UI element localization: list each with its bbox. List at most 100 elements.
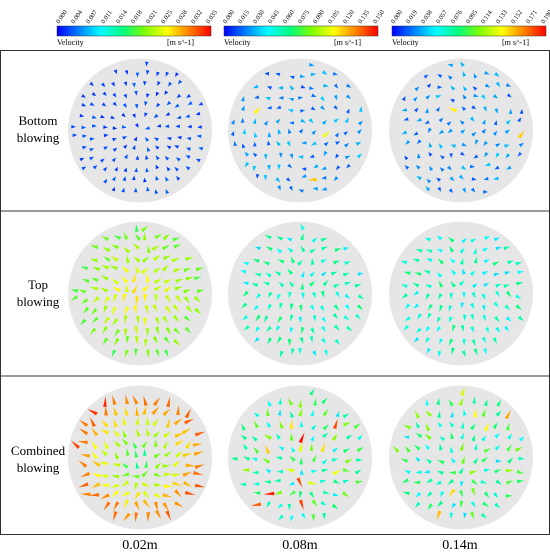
velocity-arrow — [278, 96, 284, 100]
velocity-arrow — [342, 413, 350, 419]
velocity-arrow — [517, 270, 524, 275]
velocity-arrow — [415, 327, 422, 334]
velocity-arrow — [473, 256, 478, 264]
velocity-arrow — [78, 460, 88, 468]
velocity-arrow — [111, 463, 121, 468]
velocity-arrow — [123, 167, 127, 173]
velocity-arrow — [253, 446, 260, 454]
velocity-arrow — [415, 164, 421, 170]
velocity-arrow — [135, 416, 139, 426]
row-label-bottom-line2: blowing — [16, 130, 60, 145]
velocity-arrow — [89, 327, 97, 335]
velocity-arrow — [102, 325, 109, 334]
velocity-arrow — [514, 446, 523, 453]
velocity-arrow — [321, 70, 328, 76]
velocity-arrow — [473, 154, 479, 159]
velocity-arrow — [241, 105, 245, 111]
velocity-arrow — [301, 326, 305, 335]
velocity-arrow — [310, 409, 314, 417]
velocity-arrow — [99, 483, 109, 488]
velocity-arrow — [494, 290, 500, 298]
velocity-arrow — [81, 166, 87, 171]
colorbar-tick-label: 0.045 — [267, 9, 281, 25]
velocity-arrow — [460, 165, 467, 170]
velocity-arrow — [125, 394, 130, 405]
velocity-arrow — [505, 153, 511, 159]
velocity-arrow — [155, 155, 160, 161]
velocity-arrow — [109, 265, 118, 271]
velocity-arrow — [472, 396, 476, 404]
velocity-arrow — [263, 480, 271, 485]
velocity-arrow — [278, 446, 285, 451]
velocity-arrow — [460, 456, 465, 464]
velocity-arrow — [448, 470, 457, 475]
velocity-arrow — [195, 267, 204, 272]
velocity-arrow — [146, 186, 150, 192]
velocity-arrow — [322, 490, 330, 495]
velocity-arrow — [309, 388, 315, 396]
velocity-arrow — [289, 432, 294, 441]
velocity-arrow — [459, 432, 464, 440]
velocity-arrow — [492, 176, 499, 181]
velocity-arrow — [276, 469, 284, 474]
velocity-arrow — [449, 258, 456, 264]
velocity-arrow — [134, 348, 138, 357]
velocity-arrow — [333, 118, 340, 123]
colorbar-tick-label: 0.090 — [312, 9, 326, 25]
velocity-arrow — [113, 440, 121, 448]
velocity-arrow — [91, 460, 101, 468]
domain-disc — [228, 58, 372, 203]
velocity-arrow — [154, 189, 159, 195]
velocity-arrow — [516, 469, 525, 474]
velocity-arrow — [285, 177, 291, 182]
velocity-arrow — [144, 126, 150, 130]
velocity-arrow — [112, 126, 118, 130]
velocity-arrow — [125, 283, 130, 293]
velocity-arrow — [145, 154, 149, 160]
velocity-arrow — [255, 326, 261, 333]
colorbar-tick-label: 0.152 — [510, 9, 524, 25]
velocity-arrow — [113, 501, 120, 511]
velocity-arrow — [134, 90, 138, 96]
velocity-arrow — [332, 469, 342, 476]
velocity-arrow — [113, 418, 118, 428]
velocity-arrow — [503, 325, 510, 332]
velocity-arrow — [313, 163, 319, 169]
vector-panel — [389, 385, 533, 530]
velocity-arrow — [251, 470, 259, 475]
velocity-arrow — [343, 142, 349, 148]
domain-disc — [389, 221, 533, 366]
velocity-arrow — [112, 394, 117, 406]
velocity-arrow — [276, 140, 282, 147]
velocity-arrow — [111, 186, 115, 192]
velocity-arrow — [264, 96, 271, 101]
velocity-arrow — [187, 124, 192, 129]
velocity-arrow — [298, 408, 303, 417]
velocity-arrow — [299, 457, 303, 465]
velocity-arrow — [504, 409, 512, 420]
velocity-arrow — [89, 137, 95, 141]
velocity-arrow — [110, 115, 116, 119]
velocity-arrow — [122, 136, 128, 140]
colorbar-svg-2: 0.000 0.015 0.030 0.045 0.060 0.075 0.090 0.105… — [222, 9, 386, 37]
velocity-arrow — [311, 469, 318, 474]
velocity-arrow — [494, 444, 501, 451]
velocity-arrow — [413, 444, 421, 451]
velocity-arrow — [230, 119, 235, 125]
velocity-arrow — [110, 483, 120, 488]
velocity-arrow — [321, 246, 328, 251]
velocity-arrow — [518, 456, 526, 461]
velocity-arrow — [344, 261, 351, 266]
velocity-arrow — [184, 490, 196, 496]
velocity-arrow — [264, 71, 270, 76]
velocity-arrow — [483, 190, 489, 194]
velocity-arrow — [354, 313, 361, 320]
velocity-arrow — [99, 158, 105, 163]
velocity-arrow — [473, 72, 478, 79]
velocity-arrow — [460, 387, 466, 396]
velocity-arrow — [449, 512, 454, 520]
velocity-arrow — [185, 166, 191, 171]
velocity-arrow — [425, 326, 431, 332]
velocity-arrow — [320, 442, 325, 452]
velocity-arrow — [80, 318, 87, 326]
